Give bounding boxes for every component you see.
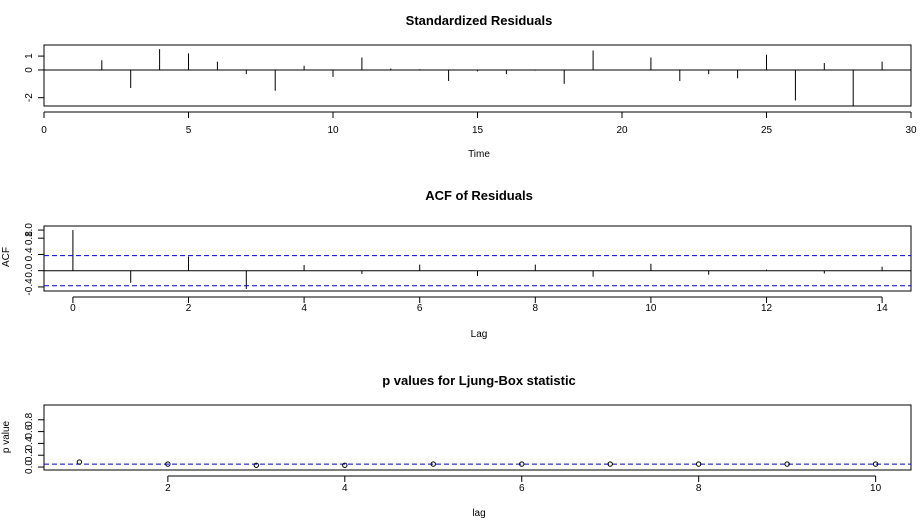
x-tick-label: 8 [696, 483, 702, 494]
acf-title: ACF of Residuals [425, 188, 533, 203]
x-tick-label: 12 [761, 303, 773, 314]
plot-frame [43, 44, 912, 107]
x-tick-label: 4 [301, 303, 307, 314]
x-tick-label: 25 [761, 125, 773, 136]
p-value-point [165, 461, 171, 467]
x-tick-label: 0 [41, 125, 47, 136]
x-tick-label: 10 [645, 303, 657, 314]
ljung-box-ylabel: p value [1, 420, 12, 453]
x-tick-label: 10 [870, 483, 882, 494]
p-value-point [430, 461, 436, 467]
acf-xlabel: Lag [471, 329, 488, 340]
ljung-box-title: p values for Ljung-Box statistic [382, 373, 576, 388]
residuals-title: Standardized Residuals [406, 13, 553, 28]
ljung-box-xlabel: lag [472, 508, 485, 519]
p-value-point [607, 461, 613, 467]
y-tick-label: 1 [24, 53, 35, 59]
y-tick-label: 0.8 [24, 231, 35, 245]
acf-ylabel: ACF [1, 247, 12, 267]
p-value-point [253, 462, 260, 468]
p-value-point [519, 461, 525, 467]
y-tick-label: 0 [24, 67, 35, 73]
y-tick-label: 0.8 [24, 412, 35, 426]
standardized-residuals-panel: Standardized Residuals Time 0 5 10 15 20 25 30… [24, 13, 917, 160]
plot-frame [43, 225, 912, 292]
x-tick-label: 6 [519, 483, 525, 494]
p-value-point [342, 462, 348, 468]
y-tick-label: 0.0 [24, 460, 35, 474]
y-tick-label: -0.4 [24, 278, 35, 296]
x-tick-label: 14 [877, 303, 889, 314]
y-tick-label: -2 [24, 93, 35, 102]
x-tick-label: 8 [533, 303, 539, 314]
p-value-point [76, 459, 83, 465]
y-tick-label: 0.2 [24, 448, 35, 462]
y-tick-label: 0.4 [24, 247, 35, 261]
x-tick-label: 6 [417, 303, 423, 314]
plot-frame [43, 404, 912, 471]
y-tick-label: 0.0 [24, 263, 35, 277]
y-tick-label: 1.0 [24, 223, 35, 237]
x-tick-label: 0 [70, 303, 76, 314]
p-value-point [695, 461, 702, 467]
y-tick-label: 0.4 [24, 436, 35, 450]
p-value-point [784, 461, 790, 467]
x-tick-label: 30 [905, 125, 917, 136]
ljung-box-panel: p values for Ljung-Box statistic lag p v… [1, 373, 912, 519]
x-tick-label: 20 [616, 125, 628, 136]
x-tick-label: 2 [186, 303, 192, 314]
x-tick-label: 10 [327, 125, 339, 136]
p-value-point [872, 461, 879, 467]
x-tick-label: 15 [472, 125, 484, 136]
acf-panel: ACF of Residuals Lag ACF 0 2 4 6 8 10 12 14 -0.4… [1, 188, 912, 340]
x-tick-label: 4 [342, 483, 348, 494]
x-tick-label: 2 [165, 483, 171, 494]
residuals-xlabel: Time [468, 149, 490, 160]
y-tick-label: 0.6 [24, 424, 35, 438]
x-tick-label: 5 [186, 125, 192, 136]
